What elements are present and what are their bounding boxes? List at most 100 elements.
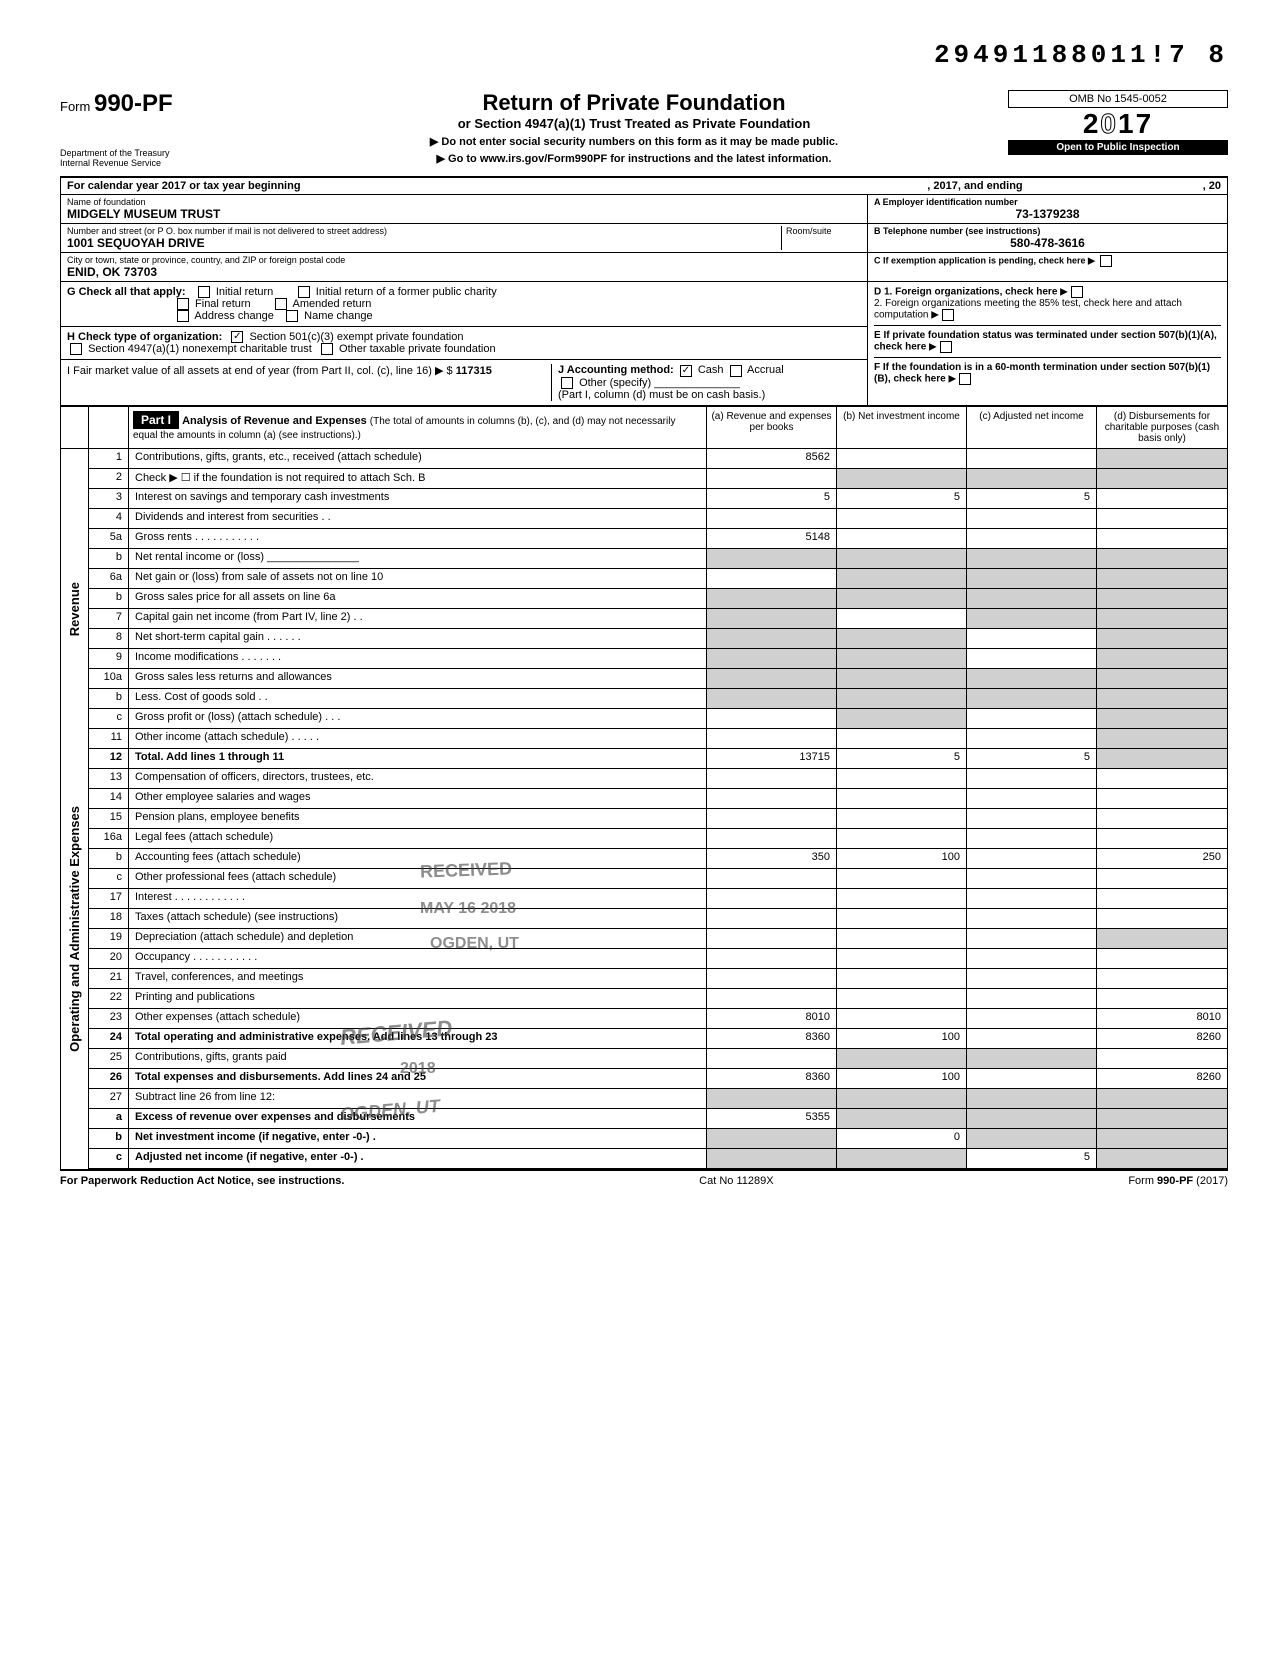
h-opt3-checkbox[interactable]: [321, 343, 333, 355]
col-a-val: 13715: [707, 749, 837, 768]
dept-line2: Internal Revenue Service: [60, 158, 260, 168]
col-d-val: [1097, 489, 1227, 508]
form-number: 990-PF: [94, 90, 173, 117]
table-row: bLess. Cost of goods sold . .: [89, 689, 1227, 709]
form-header: Form 990-PF Department of the Treasury I…: [60, 90, 1228, 168]
line-desc: Compensation of officers, directors, tru…: [129, 769, 707, 788]
col-a-header: (a) Revenue and expenses per books: [707, 407, 837, 448]
line-num: 26: [89, 1069, 129, 1088]
line-desc: Income modifications . . . . . . .: [129, 649, 707, 668]
col-b-val: [837, 1089, 967, 1108]
col-a-val: [707, 949, 837, 968]
g-initial: Initial return: [216, 286, 273, 298]
col-b-val: [837, 569, 967, 588]
col-b-val: 5: [837, 489, 967, 508]
j-other-checkbox[interactable]: [561, 377, 573, 389]
col-d-val: [1097, 629, 1227, 648]
col-d-val: [1097, 769, 1227, 788]
h-opt3: Other taxable private foundation: [339, 343, 496, 355]
g-initialformer: Initial return of a former public charit…: [316, 286, 497, 298]
expenses-label: Operating and Administrative Expenses: [65, 796, 84, 1062]
city-value: ENID, OK 73703: [67, 265, 861, 279]
col-b-val: 100: [837, 1029, 967, 1048]
col-b-val: [837, 449, 967, 468]
col-c-val: [967, 669, 1097, 688]
table-row: bAccounting fees (attach schedule)350100…: [89, 849, 1227, 869]
j-accrual-checkbox[interactable]: [730, 365, 742, 377]
col-d-val: [1097, 809, 1227, 828]
col-d-val: [1097, 589, 1227, 608]
col-a-val: [707, 809, 837, 828]
g-final-checkbox[interactable]: [177, 298, 189, 310]
col-a-val: [707, 889, 837, 908]
col-c-val: [967, 589, 1097, 608]
dept-line1: Department of the Treasury: [60, 148, 260, 158]
col-c-val: [967, 789, 1097, 808]
g-addrchange-checkbox[interactable]: [177, 310, 189, 322]
g-initialformer-checkbox[interactable]: [298, 286, 310, 298]
line-desc: Contributions, gifts, grants, etc., rece…: [129, 449, 707, 468]
omb-number: OMB No 1545-0052: [1008, 90, 1228, 108]
g-amended-checkbox[interactable]: [275, 298, 287, 310]
form-instruction1: ▶ Do not enter social security numbers o…: [260, 135, 1008, 148]
line-desc: Net rental income or (loss) ____________…: [129, 549, 707, 568]
c-checkbox[interactable]: [1100, 255, 1112, 267]
table-row: bNet rental income or (loss) ___________…: [89, 549, 1227, 569]
col-a-val: [707, 769, 837, 788]
col-c-val: [967, 829, 1097, 848]
g-initial-checkbox[interactable]: [198, 286, 210, 298]
e-label: E If private foundation status was termi…: [874, 330, 1217, 353]
revenue-section: Revenue 1Contributions, gifts, grants, e…: [60, 449, 1228, 769]
line-num: 10a: [89, 669, 129, 688]
table-row: 11Other income (attach schedule) . . . .…: [89, 729, 1227, 749]
col-c-val: [967, 1029, 1097, 1048]
col-d-val: [1097, 829, 1227, 848]
table-row: 23Other expenses (attach schedule)801080…: [89, 1009, 1227, 1029]
col-a-val: [707, 669, 837, 688]
j-cash-checkbox[interactable]: ✓: [680, 365, 692, 377]
col-d-val: [1097, 909, 1227, 928]
h-opt1-checkbox[interactable]: ✓: [231, 331, 243, 343]
col-b-val: [837, 809, 967, 828]
col-c-val: [967, 1109, 1097, 1128]
line-desc: Net investment income (if negative, ente…: [129, 1129, 707, 1148]
line-desc: Occupancy . . . . . . . . . . .: [129, 949, 707, 968]
bottom-section: 27Subtract line 26 from line 12:aExcess …: [60, 1089, 1228, 1171]
col-c-val: [967, 609, 1097, 628]
d1-checkbox[interactable]: [1071, 286, 1083, 298]
g-namechange-checkbox[interactable]: [286, 310, 298, 322]
col-a-val: 5148: [707, 529, 837, 548]
line-desc: Interest on savings and temporary cash i…: [129, 489, 707, 508]
col-b-val: [837, 509, 967, 528]
col-a-val: [707, 509, 837, 528]
col-b-val: [837, 689, 967, 708]
col-b-val: 5: [837, 749, 967, 768]
j-note: (Part I, column (d) must be on cash basi…: [558, 389, 765, 401]
col-d-val: [1097, 929, 1227, 948]
col-b-val: [837, 729, 967, 748]
col-d-val: [1097, 449, 1227, 468]
col-c-val: [967, 549, 1097, 568]
g-addrchange: Address change: [194, 310, 274, 322]
line-num: 23: [89, 1009, 129, 1028]
footer-left: For Paperwork Reduction Act Notice, see …: [60, 1175, 344, 1187]
line-num: c: [89, 869, 129, 888]
col-b-val: [837, 469, 967, 488]
col-c-val: [967, 1069, 1097, 1088]
calendar-mid: , 2017, and ending: [927, 180, 1022, 192]
d2-checkbox[interactable]: [942, 309, 954, 321]
d2-label: 2. Foreign organizations meeting the 85%…: [874, 298, 1182, 321]
e-checkbox[interactable]: [940, 341, 952, 353]
table-row: 7Capital gain net income (from Part IV, …: [89, 609, 1227, 629]
line-num: 1: [89, 449, 129, 468]
table-row: 20Occupancy . . . . . . . . . . .: [89, 949, 1227, 969]
addr-label: Number and street (or P O. box number if…: [67, 226, 781, 236]
ein-value: 73-1379238: [874, 207, 1221, 221]
col-a-val: 350: [707, 849, 837, 868]
col-a-val: [707, 629, 837, 648]
col-a-val: [707, 1129, 837, 1148]
table-row: 2Check ▶ ☐ if the foundation is not requ…: [89, 469, 1227, 489]
h-opt2-checkbox[interactable]: [70, 343, 82, 355]
col-a-val: [707, 589, 837, 608]
f-checkbox[interactable]: [959, 373, 971, 385]
